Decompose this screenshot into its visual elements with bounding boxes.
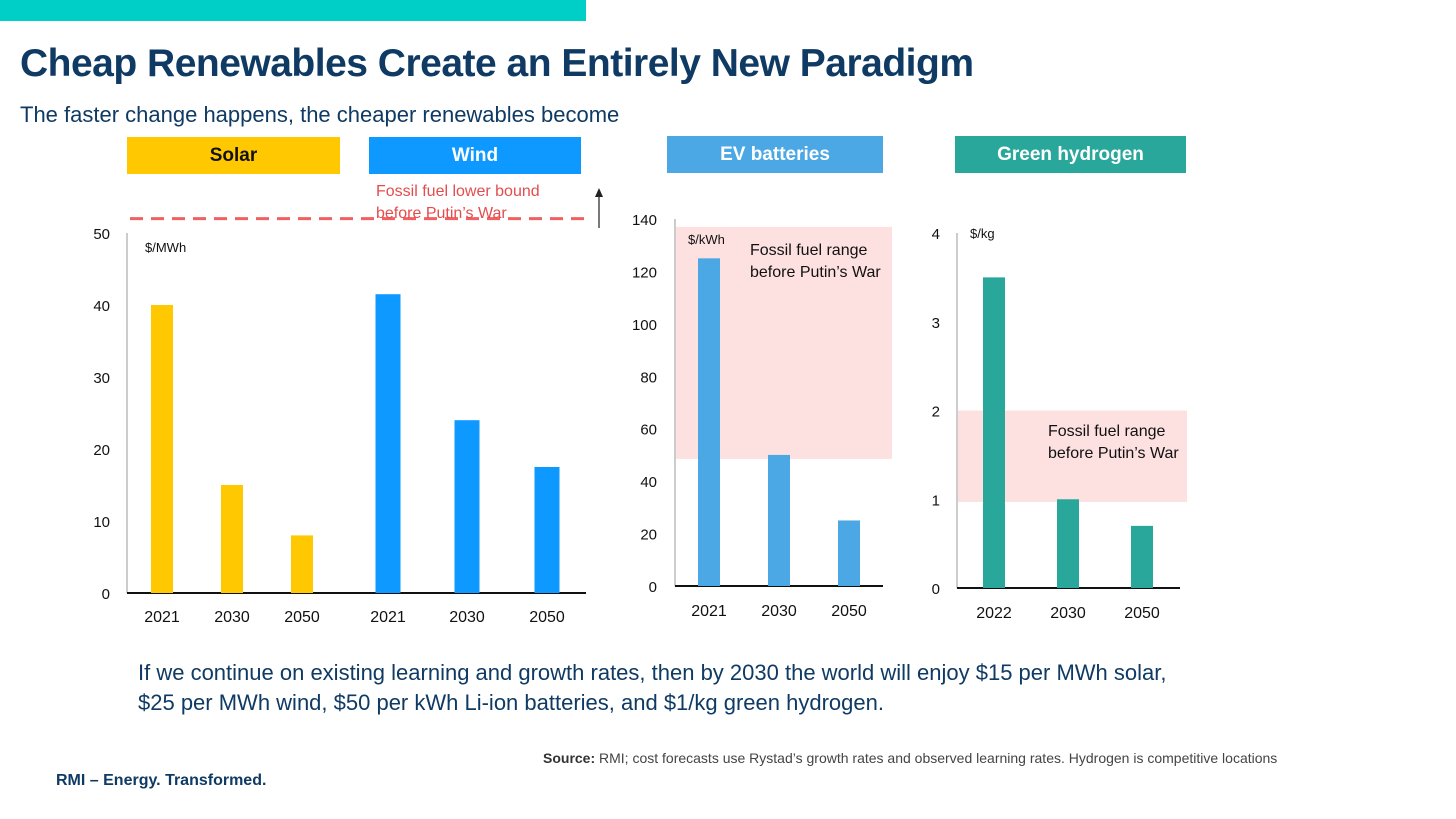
green-hydrogen-y-tick-label: 0 — [932, 581, 940, 598]
slide-subtitle: The faster change happens, the cheaper r… — [20, 102, 620, 127]
wind-x-tick-label: 2030 — [449, 609, 485, 626]
ev-batteries-x-tick-label: 2050 — [831, 603, 867, 620]
ev-batteries-y-tick-label: 0 — [649, 579, 657, 596]
green-hydrogen-y-tick-label: 4 — [932, 226, 940, 243]
green-hydrogen-x-tick-label: 2050 — [1124, 605, 1160, 622]
wind-bar-2050 — [534, 467, 560, 593]
green-hydrogen-fossil-range-label: before Putin’s War — [1048, 445, 1179, 462]
up-arrow-head-icon — [595, 188, 603, 197]
green-hydrogen-bar-2022 — [983, 277, 1005, 588]
ev-batteries-y-tick-label: 140 — [632, 212, 657, 229]
solar-y-tick-label: 20 — [93, 442, 110, 459]
ev-batteries-y-tick-label: 60 — [640, 422, 657, 439]
panel-header-green-hydrogen: Green hydrogen — [955, 136, 1186, 173]
solar-x-tick-label: 2030 — [214, 609, 250, 626]
green-hydrogen-y-tick-label: 2 — [932, 404, 940, 421]
accent-bar — [0, 0, 586, 21]
wind-bar-2021 — [375, 294, 401, 593]
source-label: Source: — [543, 750, 596, 766]
wind-x-tick-label: 2021 — [370, 609, 406, 626]
fossil-lower-bound-label: Fossil fuel lower bound — [376, 183, 540, 200]
ev-batteries-x-tick-label: 2021 — [691, 603, 727, 620]
ev-batteries-x-tick-label: 2030 — [761, 603, 797, 620]
ev-batteries-bar-2021 — [698, 258, 720, 586]
ev-batteries-y-tick-label: 100 — [632, 317, 657, 334]
green-hydrogen-bar-2030 — [1057, 499, 1079, 588]
ev-batteries-bar-2050 — [838, 520, 860, 586]
green-hydrogen-y-tick-label: 3 — [932, 315, 940, 332]
panel-header-solar: Solar — [127, 137, 340, 174]
fossil-lower-bound-label: before Putin’s War — [376, 205, 507, 222]
ev-batteries-bar-2030 — [768, 454, 790, 586]
solar-y-tick-label: 0 — [102, 586, 110, 603]
ev-batteries-y-tick-label: 80 — [640, 369, 657, 386]
ev-batteries-fossil-range-label: before Putin’s War — [750, 264, 881, 281]
solar-y-tick-label: 30 — [93, 370, 110, 387]
wind-x-tick-label: 2050 — [529, 609, 565, 626]
solar-bar-2021 — [151, 305, 173, 593]
solar-unit-label: $/MWh — [145, 240, 186, 255]
panel-header-wind: Wind — [369, 137, 581, 174]
wind-bar-2030 — [454, 420, 480, 593]
solar-y-tick-label: 10 — [93, 514, 110, 531]
green-hydrogen-x-tick-label: 2030 — [1050, 605, 1086, 622]
solar-bar-2050 — [291, 535, 313, 593]
slide-title: Cheap Renewables Create an Entirely New … — [20, 42, 974, 85]
solar-y-tick-label: 50 — [93, 226, 110, 243]
green-hydrogen-unit-label: $/kg — [970, 226, 995, 241]
green-hydrogen-bar-2050 — [1131, 525, 1153, 588]
ev-batteries-y-tick-label: 20 — [640, 527, 657, 544]
solar-x-tick-label: 2021 — [144, 609, 180, 626]
ev-batteries-unit-label: $/kWh — [688, 232, 725, 247]
footer-brand: RMI – Energy. Transformed. — [56, 772, 267, 789]
solar-x-tick-label: 2050 — [284, 609, 320, 626]
green-hydrogen-y-tick-label: 1 — [932, 492, 940, 509]
source-note: Source: RMI; cost forecasts use Rystad’s… — [543, 750, 1277, 766]
ev-batteries-y-tick-label: 120 — [632, 264, 657, 281]
source-text: RMI; cost forecasts use Rystad’s growth … — [599, 750, 1278, 766]
green-hydrogen-x-tick-label: 2022 — [976, 605, 1012, 622]
solar-bar-2030 — [221, 485, 243, 593]
ev-batteries-y-tick-label: 40 — [640, 474, 657, 491]
panel-header-ev-batteries: EV batteries — [667, 136, 883, 173]
solar-y-tick-label: 40 — [93, 298, 110, 315]
conclusion-text: If we continue on existing learning and … — [138, 660, 1167, 715]
green-hydrogen-fossil-range-label: Fossil fuel range — [1048, 423, 1165, 440]
ev-batteries-fossil-range-label: Fossil fuel range — [750, 242, 867, 259]
